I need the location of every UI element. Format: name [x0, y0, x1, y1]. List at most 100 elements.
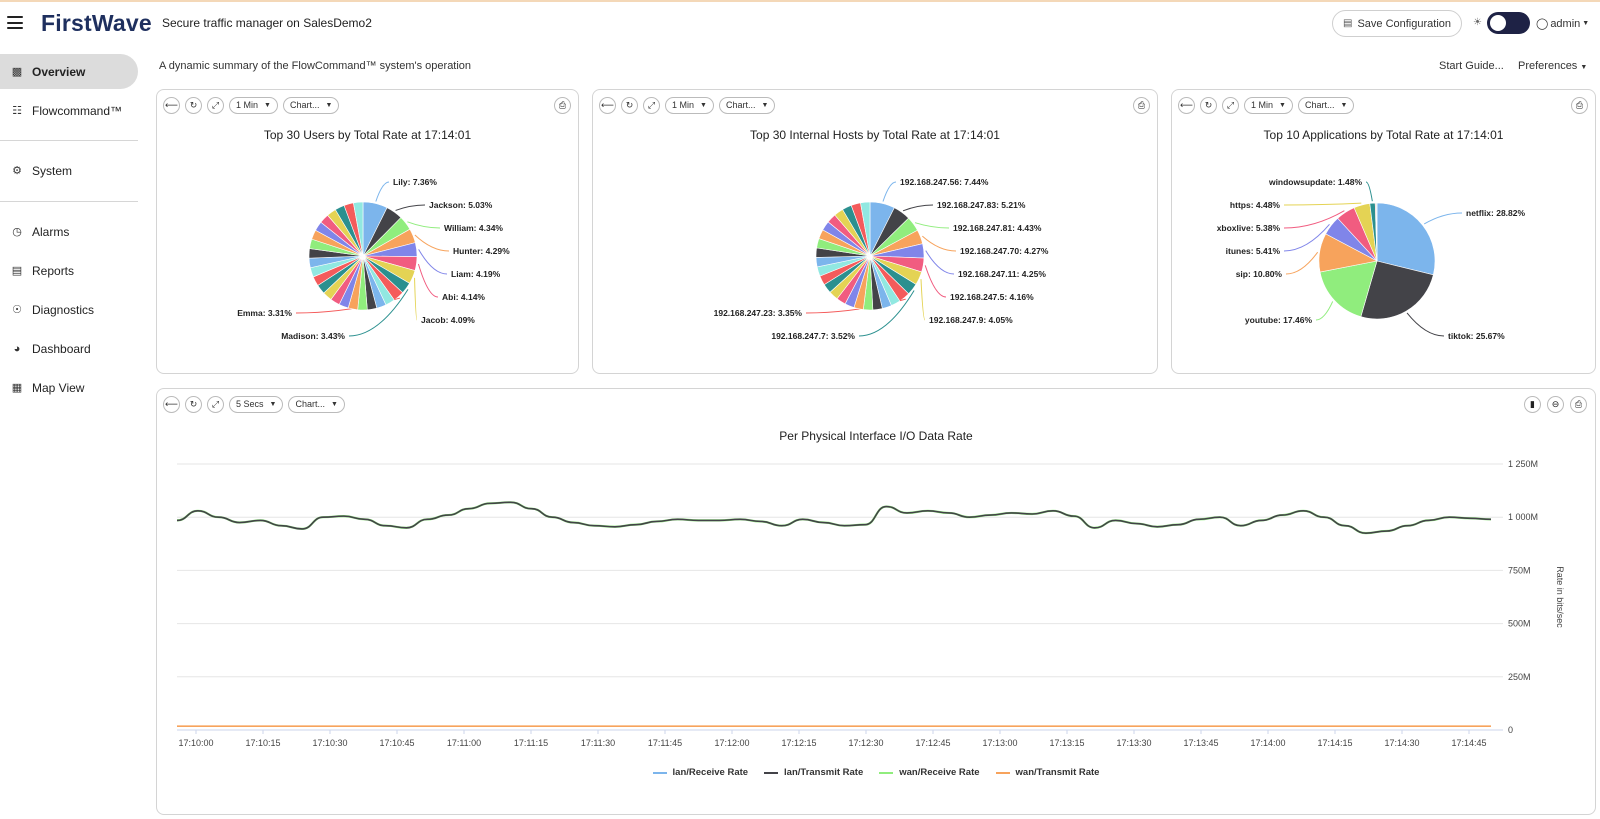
- y-tick-label: 250M: [1508, 672, 1531, 682]
- interval-select[interactable]: 1 Min ▼: [665, 96, 714, 114]
- pie-connector: [1406, 312, 1445, 337]
- pie-connector: [414, 277, 418, 321]
- print-icon[interactable]: ⎙: [1570, 396, 1587, 413]
- x-tick-label: 17:12:45: [915, 738, 950, 748]
- expand-icon[interactable]: ⤢: [207, 96, 224, 114]
- pie-label: Abi: 4.14%: [442, 292, 485, 302]
- pie-label: windowsupdate: 1.48%: [1268, 177, 1362, 187]
- pie-connector: [1283, 210, 1345, 229]
- legend-item[interactable]: wan/Transmit Rate: [995, 767, 1099, 778]
- bookmark-icon[interactable]: ▮: [1524, 396, 1541, 413]
- x-tick-label: 17:10:15: [245, 738, 280, 748]
- pie-connector: [914, 222, 950, 229]
- panel-controls: ⟵ ↻ ⤢ 1 Min ▼ Chart... ▼: [1178, 96, 1359, 114]
- save-configuration-button[interactable]: ▤ Save Configuration: [1332, 10, 1462, 37]
- legend-item[interactable]: lan/Receive Rate: [652, 767, 749, 778]
- user-name: admin: [1550, 17, 1581, 30]
- chart-title: Top 10 Applications by Total Rate at 17:…: [1263, 128, 1504, 142]
- pie-slice[interactable]: [1375, 202, 1378, 262]
- pie-connector: [417, 263, 439, 298]
- print-icon[interactable]: ⎙: [1571, 97, 1588, 114]
- pie-label: xboxlive: 5.38%: [1217, 223, 1281, 233]
- pie-slice[interactable]: [1319, 260, 1378, 318]
- interval-select[interactable]: 1 Min ▼: [229, 96, 278, 114]
- pie-label: 192.168.247.70: 4.27%: [960, 246, 1049, 256]
- refresh-icon[interactable]: ↻: [185, 96, 202, 114]
- sidebar-item-label: Flowcommand™: [32, 103, 123, 118]
- theme-toggle[interactable]: [1487, 12, 1530, 34]
- chart-type-select[interactable]: Chart... ▼: [288, 395, 345, 413]
- refresh-icon[interactable]: ↻: [1200, 96, 1217, 114]
- sidebar-item-dashboard[interactable]: ◕ Dashboard: [0, 331, 138, 366]
- sidebar-item-reports[interactable]: ▤ Reports: [0, 253, 138, 288]
- sidebar-item-alarms[interactable]: ◷ Alarms: [0, 214, 138, 249]
- pie-label: Hunter: 4.29%: [453, 246, 510, 256]
- user-menu[interactable]: ◯ admin ▼: [1536, 17, 1589, 31]
- pie-label: https: 4.48%: [1230, 200, 1281, 210]
- sidebar-item-system[interactable]: ⚙ System: [0, 153, 138, 188]
- preferences-label: Preferences: [1518, 60, 1578, 72]
- pie-label: Jacob: 4.09%: [421, 315, 475, 325]
- legend-item[interactable]: lan/Transmit Rate: [764, 767, 863, 778]
- series-line[interactable]: [176, 501, 1492, 534]
- sidebar-divider: [0, 140, 138, 141]
- pie-connector: [395, 204, 426, 211]
- pie-connector: [925, 250, 955, 275]
- menu-icon[interactable]: [7, 16, 23, 29]
- refresh-icon[interactable]: ↻: [185, 395, 202, 413]
- sidebar-item-diagnostics[interactable]: ☉ Diagnostics: [0, 292, 138, 327]
- x-tick-label: 17:10:45: [379, 738, 414, 748]
- pie-label: Madison: 3.43%: [281, 331, 345, 341]
- x-tick-label: 17:13:15: [1049, 738, 1084, 748]
- sidebar-item-label: Dashboard: [32, 341, 91, 356]
- user-icon: ◯: [1536, 18, 1549, 30]
- pie-chart: netflix: 28.82% tiktok: 25.67% youtube: 17…: [1217, 177, 1526, 341]
- pie-connector: [414, 234, 450, 252]
- firstwave-logo: FirstWave: [41, 10, 152, 36]
- expand-icon[interactable]: ⤢: [643, 96, 660, 114]
- minus-circle-icon[interactable]: ⊖: [1547, 396, 1564, 413]
- chart-type-select[interactable]: Chart... ▼: [718, 96, 776, 114]
- back-icon[interactable]: ⟵: [599, 96, 616, 114]
- preferences-menu[interactable]: Preferences ▼: [1518, 60, 1587, 72]
- refresh-icon[interactable]: ↻: [621, 96, 638, 114]
- map-icon: ▦: [11, 382, 23, 394]
- page-summary: A dynamic summary of the FlowCommand™ sy…: [159, 60, 472, 72]
- back-icon[interactable]: ⟵: [163, 395, 180, 413]
- series-line[interactable]: [176, 501, 1492, 534]
- sidebar-item-map-view[interactable]: ▦ Map View: [0, 370, 138, 405]
- start-guide-link[interactable]: Start Guide...: [1439, 60, 1504, 72]
- legend-swatch: [879, 771, 894, 774]
- pie-slice[interactable]: [860, 201, 871, 257]
- expand-icon[interactable]: ⤢: [1222, 96, 1239, 114]
- back-icon[interactable]: ⟵: [163, 96, 180, 114]
- sidebar-item-overview[interactable]: ▩ Overview: [0, 54, 138, 89]
- print-icon[interactable]: ⎙: [554, 97, 571, 114]
- pie-slice[interactable]: [1360, 260, 1434, 320]
- series-line[interactable]: [176, 501, 1492, 535]
- pie-slice[interactable]: [353, 201, 364, 257]
- legend-label: wan/Receive Rate: [899, 767, 980, 778]
- panel-controls: ⟵ ↻ ⤢ 1 Min ▼ Chart... ▼: [599, 96, 780, 114]
- sidebar-item-label: Diagnostics: [32, 302, 95, 317]
- expand-icon[interactable]: ⤢: [207, 395, 224, 413]
- chart-type-select[interactable]: Chart... ▼: [282, 96, 340, 114]
- sidebar-item-flowcommand[interactable]: ☷ Flowcommand™: [0, 93, 138, 128]
- report-icon: ▤: [11, 265, 23, 277]
- interval-value: 1 Min: [236, 100, 259, 110]
- pie-label: 192.168.247.81: 4.43%: [953, 223, 1042, 233]
- x-tick-label: 17:14:30: [1384, 738, 1419, 748]
- chart-type-select[interactable]: Chart... ▼: [1297, 96, 1355, 114]
- interval-select[interactable]: 5 Secs ▼: [229, 395, 284, 413]
- legend-item[interactable]: wan/Receive Rate: [879, 767, 980, 778]
- legend-label: lan/Receive Rate: [672, 767, 749, 778]
- chart-type-value: Chart...: [1304, 100, 1335, 110]
- pie-label: 192.168.247.23: 3.35%: [714, 308, 803, 318]
- pie-label: Jackson: 5.03%: [429, 200, 493, 210]
- pie-label: 192.168.247.11: 4.25%: [958, 269, 1046, 279]
- pie-connector: [407, 221, 441, 229]
- print-icon[interactable]: ⎙: [1133, 97, 1150, 114]
- interval-select[interactable]: 1 Min ▼: [1244, 96, 1293, 114]
- back-icon[interactable]: ⟵: [1178, 96, 1195, 114]
- pie-slice[interactable]: [1376, 202, 1436, 276]
